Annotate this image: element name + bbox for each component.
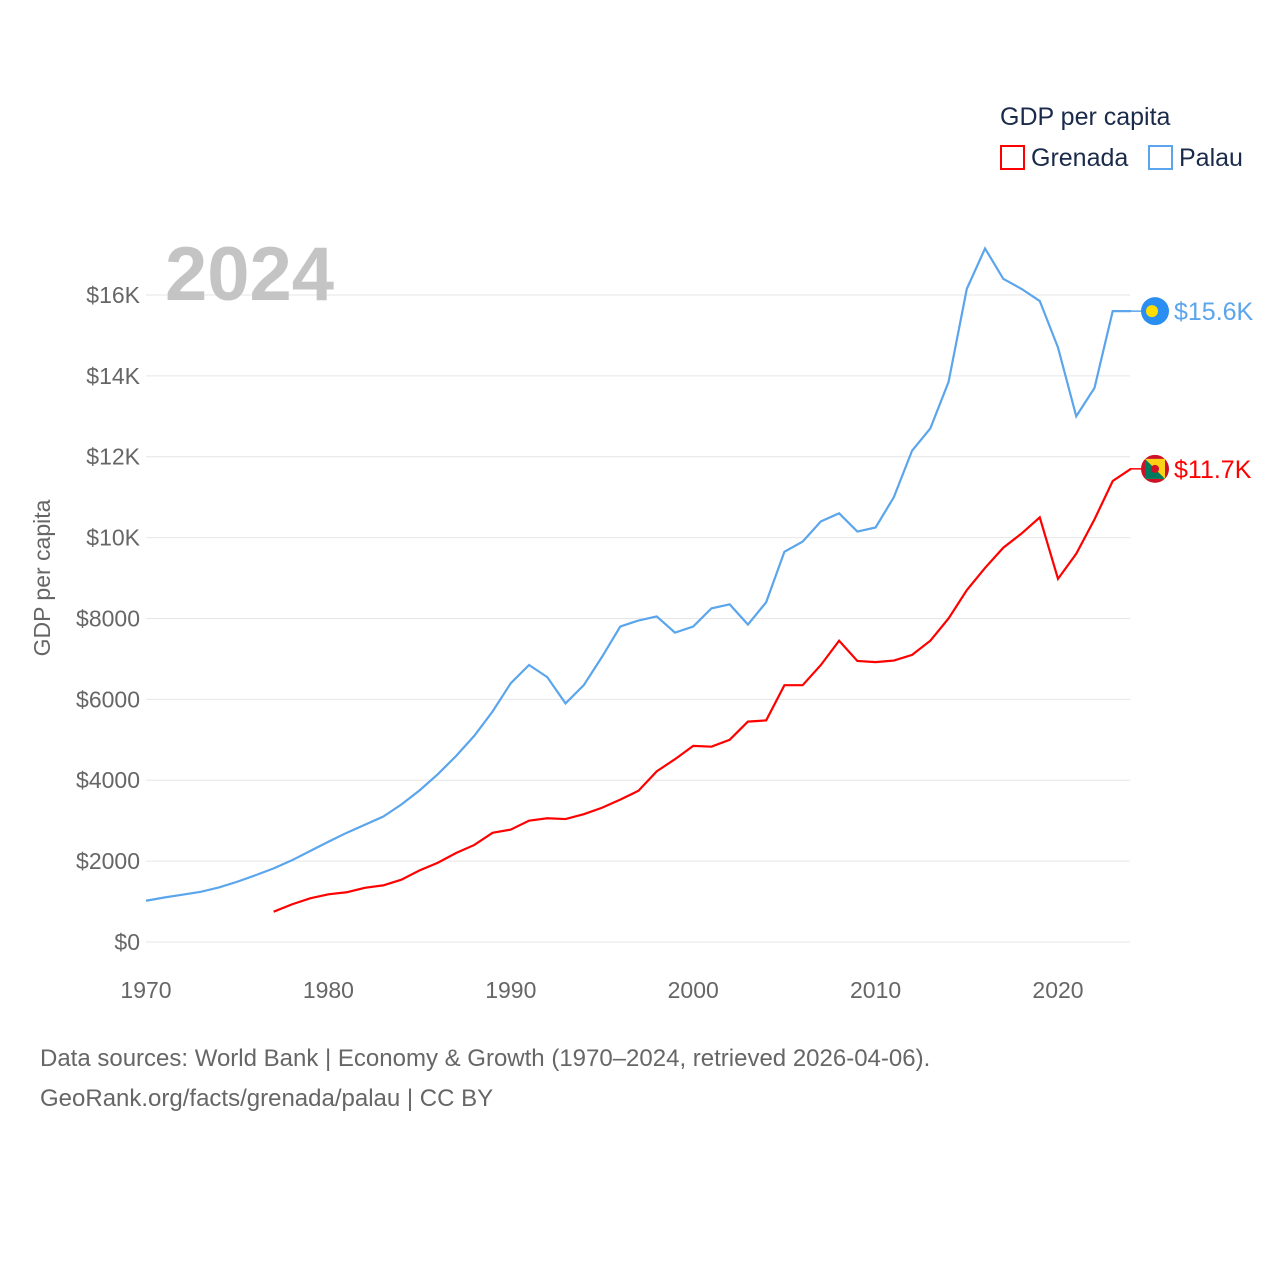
y-tick-label: $16K bbox=[86, 282, 140, 308]
y-tick-label: $6000 bbox=[76, 686, 140, 712]
palau-flag-moon bbox=[1146, 305, 1158, 318]
x-tick-label: 2000 bbox=[668, 977, 719, 1003]
x-tick-label: 1980 bbox=[303, 977, 354, 1003]
x-tick-label: 2020 bbox=[1032, 977, 1083, 1003]
data-source-text: Data sources: World Bank | Economy & Gro… bbox=[40, 1045, 931, 1072]
series-line-palau bbox=[145, 246, 1131, 902]
y-tick-label: $14K bbox=[86, 363, 140, 389]
y-tick-label: $2000 bbox=[76, 848, 140, 874]
grenada-flag-center bbox=[1151, 464, 1159, 473]
y-tick-label: $12K bbox=[86, 444, 140, 470]
legend-swatch-grenada bbox=[1000, 145, 1025, 170]
y-axis-label: GDP per capita bbox=[29, 499, 55, 656]
legend-title: GDP per capita bbox=[1000, 103, 1171, 131]
x-tick-label: 1970 bbox=[120, 977, 171, 1003]
source-link[interactable]: GeoRank.org/facts/grenada/palau | CC BY bbox=[40, 1085, 494, 1112]
year-label: 2024 bbox=[165, 232, 334, 317]
y-tick-label: $10K bbox=[86, 525, 140, 551]
end-value-label-grenada: $11.7K bbox=[1174, 456, 1252, 484]
y-tick-label: $4000 bbox=[76, 767, 140, 793]
x-tick-label: 1990 bbox=[485, 977, 536, 1003]
y-tick-label: $0 bbox=[114, 929, 140, 955]
legend-label-palau: Palau bbox=[1179, 144, 1243, 172]
legend-label-grenada: Grenada bbox=[1031, 144, 1128, 172]
x-tick-label: 2010 bbox=[850, 977, 901, 1003]
y-tick-label: $8000 bbox=[76, 605, 140, 631]
series-line-grenada bbox=[273, 467, 1132, 913]
end-value-label-palau: $15.6K bbox=[1174, 298, 1254, 326]
legend-swatch-palau bbox=[1148, 145, 1173, 170]
